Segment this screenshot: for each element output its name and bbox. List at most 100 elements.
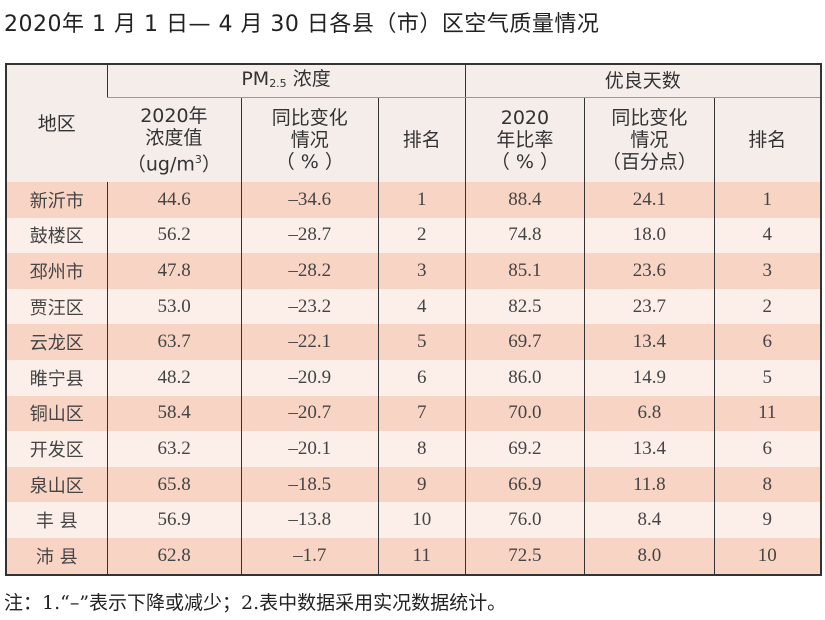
cell-region: 邳州市 [6,253,107,289]
cell-pm-value: 48.2 [106,359,242,396]
table-row: 鼓楼区 56.2 –28.7 2 74.8 18.0 4 [6,217,821,254]
cell-good-change: 6.8 [584,395,715,432]
header-pm-value: 2020年 浓度值 （ug/m3） [107,97,242,182]
cell-good-rank: 9 [713,502,821,538]
cell-good-rate: 76.0 [464,502,585,538]
cell-region: 沛 县 [6,537,107,575]
cell-good-change: 18.0 [584,217,715,254]
cell-pm-value: 63.2 [106,431,242,467]
table-row: 泉山区 65.8 –18.5 9 66.9 11.8 8 [6,466,821,503]
cell-good-rate: 66.9 [464,466,585,503]
table-row: 邳州市 47.8 –28.2 3 85.1 23.6 3 [6,253,821,289]
cell-good-rate: 82.5 [464,288,585,325]
cell-region: 铜山区 [6,395,107,432]
cell-region: 贾汪区 [6,288,107,325]
cell-good-rate: 85.1 [464,253,585,289]
cell-region: 新沂市 [6,182,107,218]
cell-region: 睢宁县 [6,359,107,396]
header-pm-change: 同比变化 情况（ % ） [240,97,379,182]
cell-pm-change: –34.6 [240,182,379,218]
cell-pm-value: 53.0 [106,288,242,325]
cell-pm-change: –23.2 [240,288,379,325]
cell-good-change: 23.7 [584,288,715,325]
cell-good-rank: 5 [713,359,821,396]
cell-good-change: 23.6 [584,253,715,289]
cell-pm-change: –28.7 [240,217,379,254]
cell-good-rate: 70.0 [464,395,585,432]
air-quality-table: 地区 PM2.5 浓度 优良天数 2020年 浓度值 （ug/m3） 同比变化 情况（… [5,63,822,576]
cell-pm-value: 58.4 [106,395,242,432]
cell-region: 云龙区 [6,324,107,360]
cell-good-rank: 4 [713,217,821,254]
header-good-change: 同比变化 情况 （百分点） [584,97,715,182]
cell-pm-rank: 5 [377,324,466,360]
cell-pm-rank: 4 [377,288,466,325]
cell-good-change: 14.9 [584,359,715,396]
header-pm-rank: 排名 [377,97,466,182]
cell-good-rate: 72.5 [464,537,585,575]
cell-good-change: 11.8 [584,466,715,503]
cell-region: 泉山区 [6,466,107,503]
cell-good-rank: 10 [713,537,821,575]
cell-pm-rank: 2 [377,217,466,254]
cell-pm-rank: 8 [377,431,466,467]
cell-pm-change: –20.7 [240,395,379,432]
header-pm25-group: PM2.5 浓度 [106,64,466,98]
table-row: 丰 县 56.9 –13.8 10 76.0 8.4 9 [6,502,821,538]
page-title: 2020年 1 月 1 日— 4 月 30 日各县（市）区空气质量情况 [4,12,600,37]
cell-good-change: 24.1 [584,182,715,218]
cell-region: 开发区 [6,431,107,467]
cell-good-rate: 86.0 [464,359,585,396]
cell-good-rank: 8 [713,466,821,503]
cell-good-rate: 69.2 [464,431,585,467]
header-region: 地区 [6,64,107,182]
cell-good-change: 13.4 [584,324,715,360]
header-good-days-group: 优良天数 [464,64,821,98]
cell-pm-value: 44.6 [106,182,242,218]
table-row: 新沂市 44.6 –34.6 1 88.4 24.1 1 [6,182,821,218]
cell-good-change: 8.4 [584,502,715,538]
cell-pm-value: 63.7 [106,324,242,360]
cell-pm-rank: 7 [377,395,466,432]
cell-pm-rank: 3 [377,253,466,289]
cell-good-rate: 88.4 [464,182,585,218]
cell-pm-value: 65.8 [106,466,242,503]
cell-pm-change: –1.7 [240,537,379,575]
cell-good-rank: 3 [713,253,821,289]
cell-good-rate: 74.8 [464,217,585,254]
cell-region: 丰 县 [6,502,107,538]
cell-good-rate: 69.7 [464,324,585,360]
cell-good-rank: 6 [713,324,821,360]
table-row: 睢宁县 48.2 –20.9 6 86.0 14.9 5 [6,359,821,396]
cell-good-rank: 1 [713,182,821,218]
cell-good-rank: 2 [713,288,821,325]
cell-good-rank: 11 [713,395,821,432]
cell-pm-change: –20.1 [240,431,379,467]
cell-good-rank: 6 [713,431,821,467]
cell-pm-value: 47.8 [106,253,242,289]
cell-pm-change: –18.5 [240,466,379,503]
cell-region: 鼓楼区 [6,217,107,254]
header-good-rate: 2020 年比率（ % ） [464,97,585,182]
cell-good-change: 8.0 [584,537,715,575]
cell-pm-rank: 9 [377,466,466,503]
cell-pm-value: 56.9 [106,502,242,538]
cell-pm-rank: 11 [377,537,466,575]
header-good-rank: 排名 [713,97,821,182]
cell-pm-rank: 1 [377,182,466,218]
table-row: 沛 县 62.8 –1.7 11 72.5 8.0 10 [6,537,821,575]
table-row: 云龙区 63.7 –22.1 5 69.7 13.4 6 [6,324,821,360]
cell-pm-change: –28.2 [240,253,379,289]
cell-pm-change: –13.8 [240,502,379,538]
footnote: 注：1.“–”表示下降或减少；2.表中数据采用实况数据统计。 [4,592,507,614]
cell-pm-value: 62.8 [106,537,242,575]
cell-pm-change: –20.9 [240,359,379,396]
table-row: 贾汪区 53.0 –23.2 4 82.5 23.7 2 [6,288,821,325]
cell-pm-rank: 6 [377,359,466,396]
cell-good-change: 13.4 [584,431,715,467]
cell-pm-change: –22.1 [240,324,379,360]
cell-pm-rank: 10 [377,502,466,538]
cell-pm-value: 56.2 [106,217,242,254]
table-row: 铜山区 58.4 –20.7 7 70.0 6.8 11 [6,395,821,432]
table-row: 开发区 63.2 –20.1 8 69.2 13.4 6 [6,431,821,467]
